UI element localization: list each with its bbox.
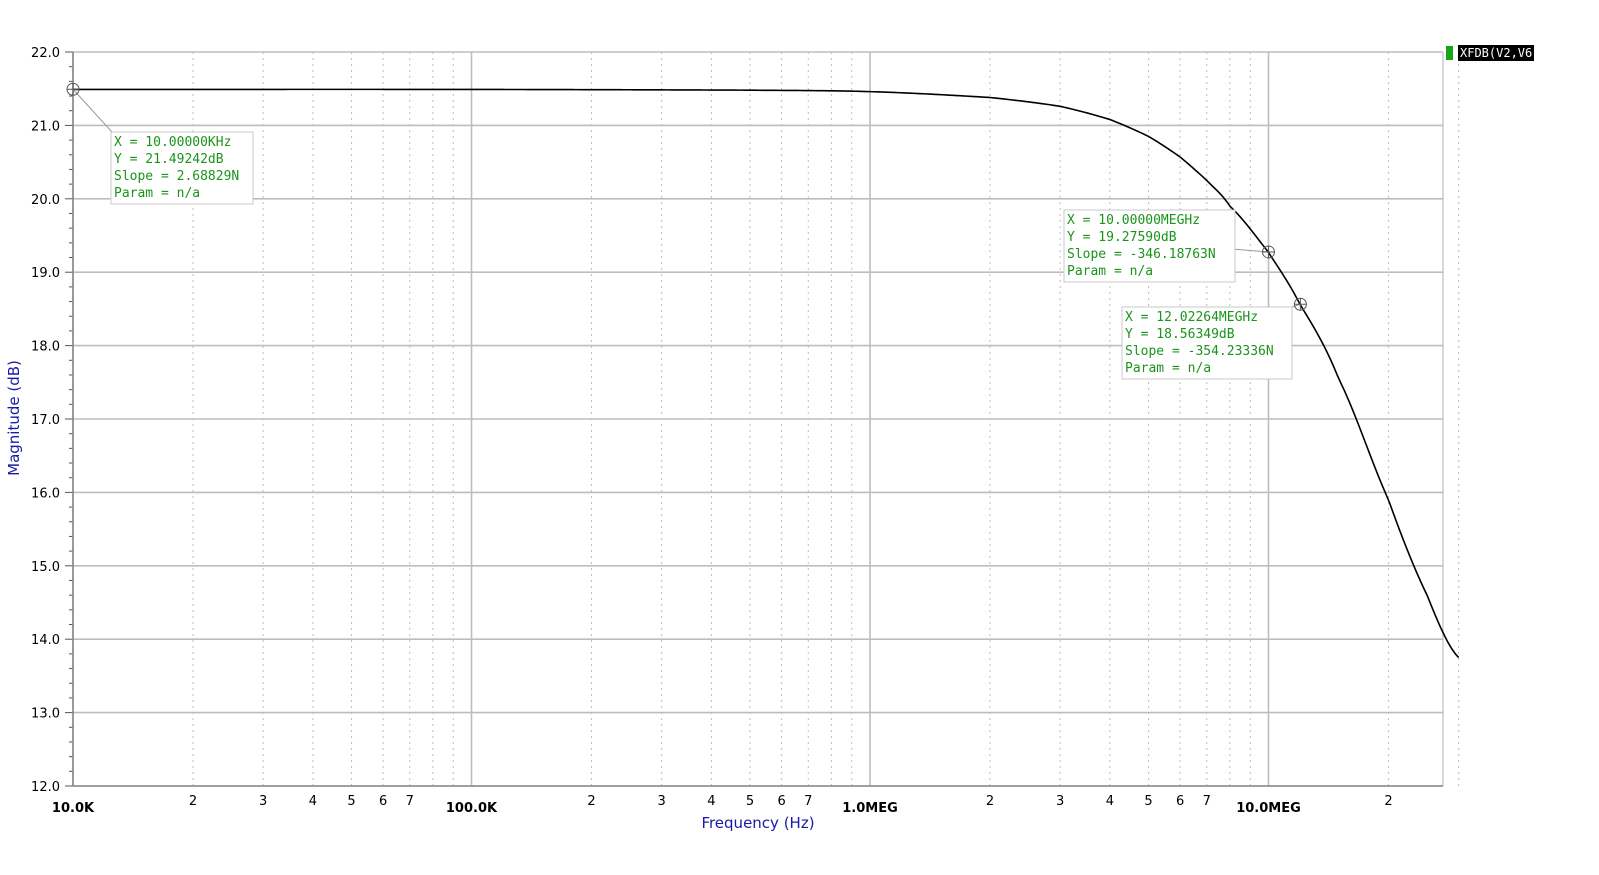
series-layer <box>73 88 1460 659</box>
annotation-text: Param = n/a <box>1125 361 1211 376</box>
y-tick-label: 13.0 <box>31 707 60 722</box>
x-minor-tick-label: 7 <box>406 794 414 809</box>
y-axis-title: Magnitude (dB) <box>5 360 23 476</box>
annotation-text: Slope = -346.18763N <box>1067 247 1216 262</box>
annotation-text: Slope = 2.68829N <box>114 169 239 184</box>
y-tick-label: 19.0 <box>31 266 60 281</box>
annotation-text: Y = 19.27590dB <box>1067 230 1177 245</box>
x-major-tick-label: 1.0MEG <box>842 801 898 816</box>
annotation-text: X = 10.00000KHz <box>114 135 231 150</box>
x-minor-tick-label: 2 <box>986 794 994 809</box>
legend-label: XFDB(V2,V6 <box>1458 45 1535 61</box>
x-minor-tick-label: 5 <box>746 794 754 809</box>
x-minor-tick-label: 3 <box>657 794 665 809</box>
y-tick-label: 15.0 <box>31 560 60 575</box>
x-minor-tick-label: 6 <box>777 794 785 809</box>
x-minor-tick-label: 2 <box>1384 794 1392 809</box>
y-tick-label: 17.0 <box>31 413 60 428</box>
x-minor-tick-label: 6 <box>379 794 387 809</box>
axes <box>65 51 1443 787</box>
x-minor-tick-label: 4 <box>309 794 317 809</box>
grid <box>72 51 1460 787</box>
annotation-box <box>110 131 254 205</box>
annotation-box <box>1121 306 1293 380</box>
x-major-tick-label: 10.0K <box>52 801 95 816</box>
legend-swatch <box>1446 46 1453 60</box>
annotation-text: Slope = -354.23336N <box>1125 344 1274 359</box>
annotation-text: Param = n/a <box>114 186 200 201</box>
annotation-text: Param = n/a <box>1067 264 1153 279</box>
legend[interactable]: XFDB(V2,V6 <box>1446 45 1535 61</box>
annotation-text: Y = 21.49242dB <box>114 152 224 167</box>
tick-labels: 22.0 21.0 20.0 19.0 18.0 17.0 16.0 15.0 14.0 13.0… <box>31 46 1393 816</box>
x-minor-tick-label: 7 <box>1203 794 1211 809</box>
y-tick-label: 16.0 <box>31 486 60 501</box>
y-tick-label: 22.0 <box>31 46 60 61</box>
annotation-box <box>1063 209 1236 283</box>
x-minor-tick-label: 6 <box>1176 794 1184 809</box>
x-minor-tick-label: 2 <box>189 794 197 809</box>
x-minor-tick-label: 5 <box>347 794 355 809</box>
x-minor-tick-label: 4 <box>707 794 715 809</box>
x-minor-tick-label: 3 <box>1056 794 1064 809</box>
annotation-leader <box>72 88 113 133</box>
x-major-tick-label: 10.0MEG <box>1236 801 1301 816</box>
y-tick-label: 18.0 <box>31 340 60 355</box>
x-minor-tick-label: 3 <box>259 794 267 809</box>
x-minor-tick-label: 5 <box>1144 794 1152 809</box>
annotation-text: Y = 18.56349dB <box>1125 327 1235 342</box>
x-major-tick-label: 100.0K <box>446 801 498 816</box>
y-tick-label: 14.0 <box>31 633 60 648</box>
series-line-xfdb <box>73 88 1460 659</box>
y-tick-label: 21.0 <box>31 119 60 134</box>
x-minor-tick-label: 2 <box>587 794 595 809</box>
annotation-text: X = 10.00000MEGHz <box>1067 213 1200 228</box>
y-tick-label: 12.0 <box>31 780 60 795</box>
x-minor-tick-label: 4 <box>1106 794 1114 809</box>
x-minor-tick-label: 7 <box>804 794 812 809</box>
annotation-text: X = 12.02264MEGHz <box>1125 310 1258 325</box>
annotations: X = 10.00000KHz Y = 21.49242dB Slope = 2.6… <box>66 82 1307 380</box>
y-tick-label: 20.0 <box>31 193 60 208</box>
x-axis-title: Frequency (Hz) <box>701 814 814 832</box>
